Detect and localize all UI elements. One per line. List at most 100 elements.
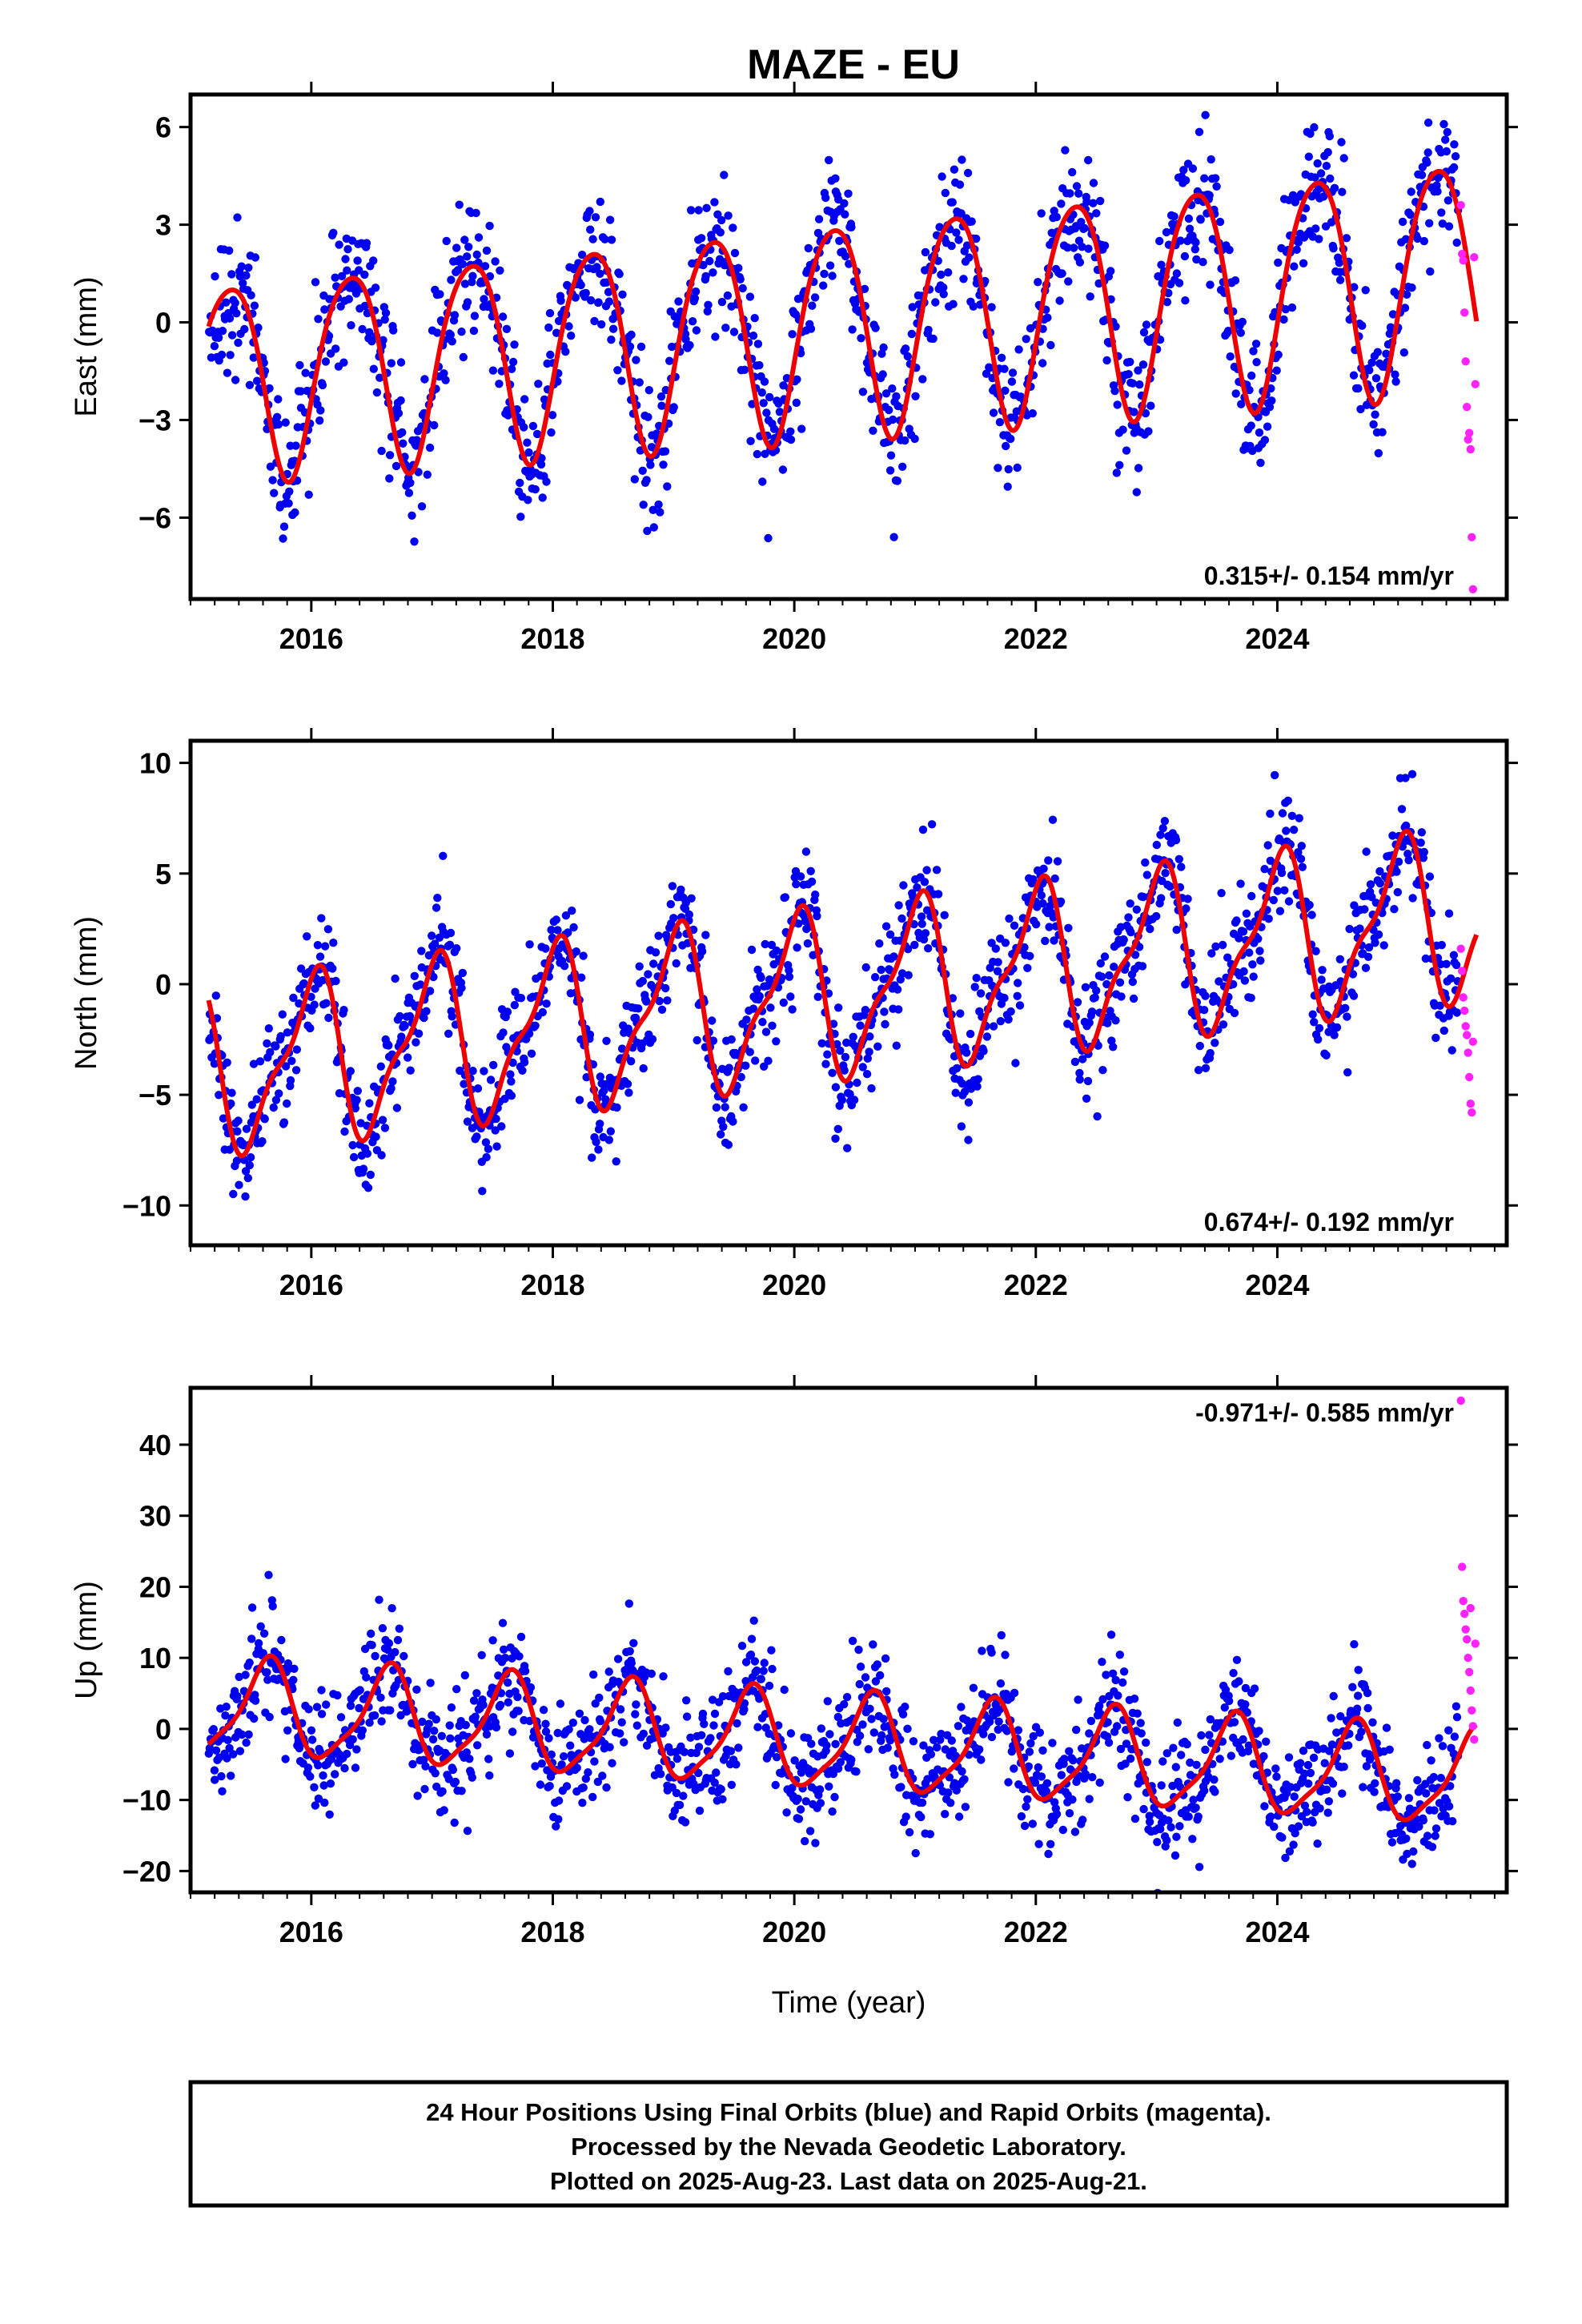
east-final-point xyxy=(270,489,279,497)
east-final-point xyxy=(607,235,616,244)
up-final-point xyxy=(1195,1863,1204,1872)
north-xtick-label: 2018 xyxy=(520,1269,584,1301)
up-final-point xyxy=(882,1687,891,1696)
north-xtick-label: 2022 xyxy=(1004,1269,1068,1301)
north-final-point xyxy=(811,891,820,899)
up-final-point xyxy=(1142,1738,1150,1747)
east-final-point xyxy=(1231,389,1240,398)
up-final-point xyxy=(554,1815,563,1823)
north-final-point xyxy=(753,985,761,994)
east-final-point xyxy=(844,189,853,198)
up-final-point xyxy=(1192,1760,1201,1769)
up-final-point xyxy=(1085,1729,1094,1738)
north-xtick-label: 2016 xyxy=(279,1269,343,1301)
north-final-point xyxy=(575,1096,584,1104)
east-final-point xyxy=(1403,290,1411,299)
north-final-point xyxy=(712,1103,721,1112)
north-final-point xyxy=(623,1080,632,1088)
east-final-point xyxy=(907,329,917,339)
footer-line-1: 24 Hour Positions Using Final Orbits (bl… xyxy=(426,2098,1271,2126)
east-final-point xyxy=(1407,283,1416,292)
north-final-point xyxy=(1263,841,1272,850)
up-final-point xyxy=(825,1782,833,1791)
east-final-point xyxy=(848,325,857,334)
north-final-point xyxy=(1013,991,1022,1001)
north-final-point xyxy=(1236,879,1245,888)
north-final-point xyxy=(1375,866,1384,876)
east-final-point xyxy=(377,446,386,456)
up-final-point xyxy=(698,1709,708,1719)
north-final-point xyxy=(617,1044,627,1053)
up-final-point xyxy=(242,1738,251,1747)
up-final-point xyxy=(544,1734,553,1743)
north-final-point xyxy=(484,1144,493,1153)
east-final-point xyxy=(222,298,231,307)
east-final-point xyxy=(1330,183,1339,192)
up-final-point xyxy=(431,1769,440,1778)
east-final-point xyxy=(937,270,946,279)
up-final-point xyxy=(1241,1700,1250,1709)
north-final-point xyxy=(927,820,937,829)
east-final-point xyxy=(237,262,246,271)
east-final-point xyxy=(962,241,972,250)
east-final-point xyxy=(755,360,764,370)
north-final-point xyxy=(989,1022,998,1031)
up-final-point xyxy=(595,1693,604,1703)
north-final-point xyxy=(1093,1112,1102,1121)
north-final-point xyxy=(1029,875,1038,884)
north-final-point xyxy=(428,931,436,940)
east-final-point xyxy=(442,236,451,246)
east-final-point xyxy=(423,470,432,479)
up-final-point xyxy=(1023,1795,1032,1803)
up-final-point xyxy=(765,1681,774,1691)
north-final-point xyxy=(1296,854,1306,863)
east-final-point xyxy=(921,247,930,257)
east-final-point xyxy=(1181,296,1190,305)
east-final-point xyxy=(797,424,806,433)
north-final-point xyxy=(435,933,444,943)
up-final-point xyxy=(710,1709,720,1719)
up-final-point xyxy=(694,1743,704,1751)
up-final-point xyxy=(817,1724,825,1733)
north-final-point xyxy=(1255,947,1264,955)
north-final-point xyxy=(524,1029,534,1039)
east-final-point xyxy=(600,235,609,243)
north-final-point xyxy=(397,1032,406,1041)
east-final-point xyxy=(857,334,865,343)
north-final-point xyxy=(1355,924,1364,933)
east-final-point xyxy=(1311,173,1319,182)
north-final-point xyxy=(1284,897,1294,906)
north-final-point xyxy=(291,1066,301,1075)
east-final-point xyxy=(331,273,339,282)
east-final-point xyxy=(296,387,305,396)
east-final-point xyxy=(1237,400,1246,408)
up-final-point xyxy=(355,1686,364,1695)
east-final-point xyxy=(1022,335,1030,344)
up-final-point xyxy=(903,1724,912,1733)
north-final-point xyxy=(1314,1035,1323,1044)
up-final-point xyxy=(1271,1764,1280,1773)
north-rapid-point xyxy=(1464,1048,1472,1057)
east-final-point xyxy=(458,259,468,268)
east-final-point xyxy=(460,235,469,244)
north-final-point xyxy=(507,1077,516,1086)
up-ytick-label: −20 xyxy=(122,1855,171,1888)
east-rapid-point xyxy=(1466,444,1476,454)
up-final-point xyxy=(897,1783,905,1791)
up-final-point xyxy=(1184,1812,1193,1821)
north-final-point xyxy=(310,1000,319,1009)
up-final-point xyxy=(598,1771,607,1780)
north-final-point xyxy=(1374,930,1383,939)
up-final-point xyxy=(1060,1755,1069,1763)
up-final-point xyxy=(515,1652,524,1661)
east-final-point xyxy=(227,270,236,279)
east-ytick-label: 3 xyxy=(155,209,171,242)
east-final-point xyxy=(1162,298,1172,307)
up-final-point xyxy=(947,1736,957,1745)
north-final-point xyxy=(463,1117,472,1126)
north-final-point xyxy=(893,985,902,994)
east-final-point xyxy=(1115,460,1124,469)
east-final-point xyxy=(474,233,484,242)
east-final-point xyxy=(639,501,648,509)
up-final-point xyxy=(1188,1835,1197,1844)
